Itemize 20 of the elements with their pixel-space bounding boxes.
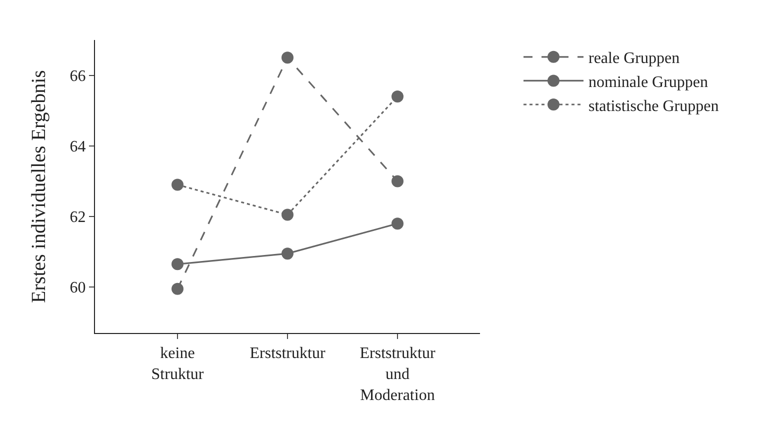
point	[392, 175, 404, 188]
y-tick-label: 64	[70, 138, 86, 156]
y-tick-label: 60	[70, 280, 86, 297]
point	[282, 248, 294, 260]
point	[392, 90, 404, 102]
point	[282, 208, 294, 221]
point	[172, 178, 184, 191]
x-tick-label: Erststruktur und Moderation	[360, 345, 436, 404]
x-tick-label: keine Struktur	[151, 345, 204, 383]
x-tick-label: Erststruktur	[250, 345, 326, 362]
y-axis-title: Erstes individuelles Ergebnis	[28, 70, 50, 303]
point	[282, 52, 294, 64]
point	[392, 218, 404, 230]
point	[172, 282, 184, 295]
legend-label: nominale Gruppen	[588, 74, 708, 91]
y-tick-label: 62	[70, 209, 86, 226]
legend-label: statistische Gruppen	[588, 98, 719, 115]
legend-label: reale Gruppen	[588, 50, 680, 68]
point	[172, 258, 184, 270]
y-tick-label: 66	[70, 68, 86, 85]
